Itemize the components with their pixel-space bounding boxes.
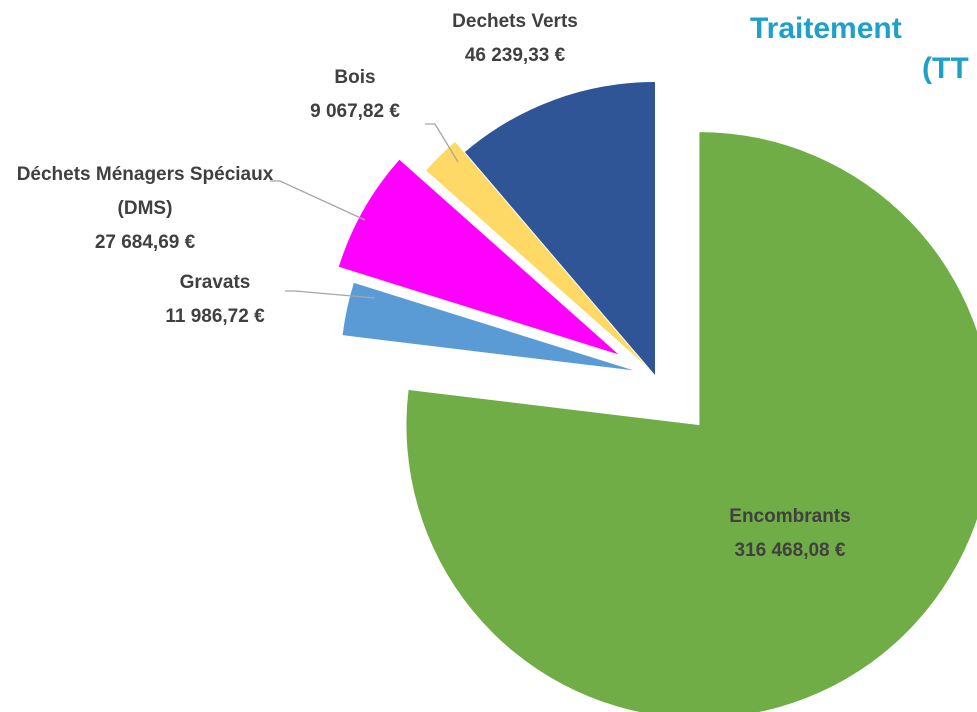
value-label: 11 986,72 € <box>165 306 265 327</box>
pie-slice <box>464 82 655 375</box>
leader-line <box>285 290 376 299</box>
pie-slice <box>406 132 977 712</box>
value-label: 316 468,08 € <box>734 540 846 561</box>
leader-line <box>270 180 366 221</box>
leader-line <box>425 123 459 163</box>
category-label: Déchets Ménagers Spéciaux (DMS) <box>16 164 274 219</box>
value-label: 27 684,69 € <box>94 232 196 253</box>
data-label: Déchets Ménagers Spéciaux (DMS) 27 684,69… <box>5 158 285 260</box>
category-label: Bois <box>334 67 376 88</box>
chart-title: Traitement <box>750 12 902 45</box>
category-label: Gravats <box>179 272 251 293</box>
category-label: Encombrants <box>729 506 851 527</box>
data-label: Encombrants 316 468,08 € <box>690 500 890 568</box>
chart-title: (TT <box>922 52 969 85</box>
pie-slice <box>342 282 634 371</box>
data-label: Gravats 11 986,72 € <box>115 266 315 334</box>
category-label: Dechets Verts <box>452 11 578 32</box>
pie-slice <box>426 142 646 366</box>
data-label: Bois 9 067,82 € <box>255 61 455 129</box>
value-label: 46 239,33 € <box>464 45 566 66</box>
pie-slice <box>338 159 619 355</box>
data-label: Dechets Verts 46 239,33 € <box>415 5 615 73</box>
value-label: 9 067,82 € <box>310 101 400 122</box>
